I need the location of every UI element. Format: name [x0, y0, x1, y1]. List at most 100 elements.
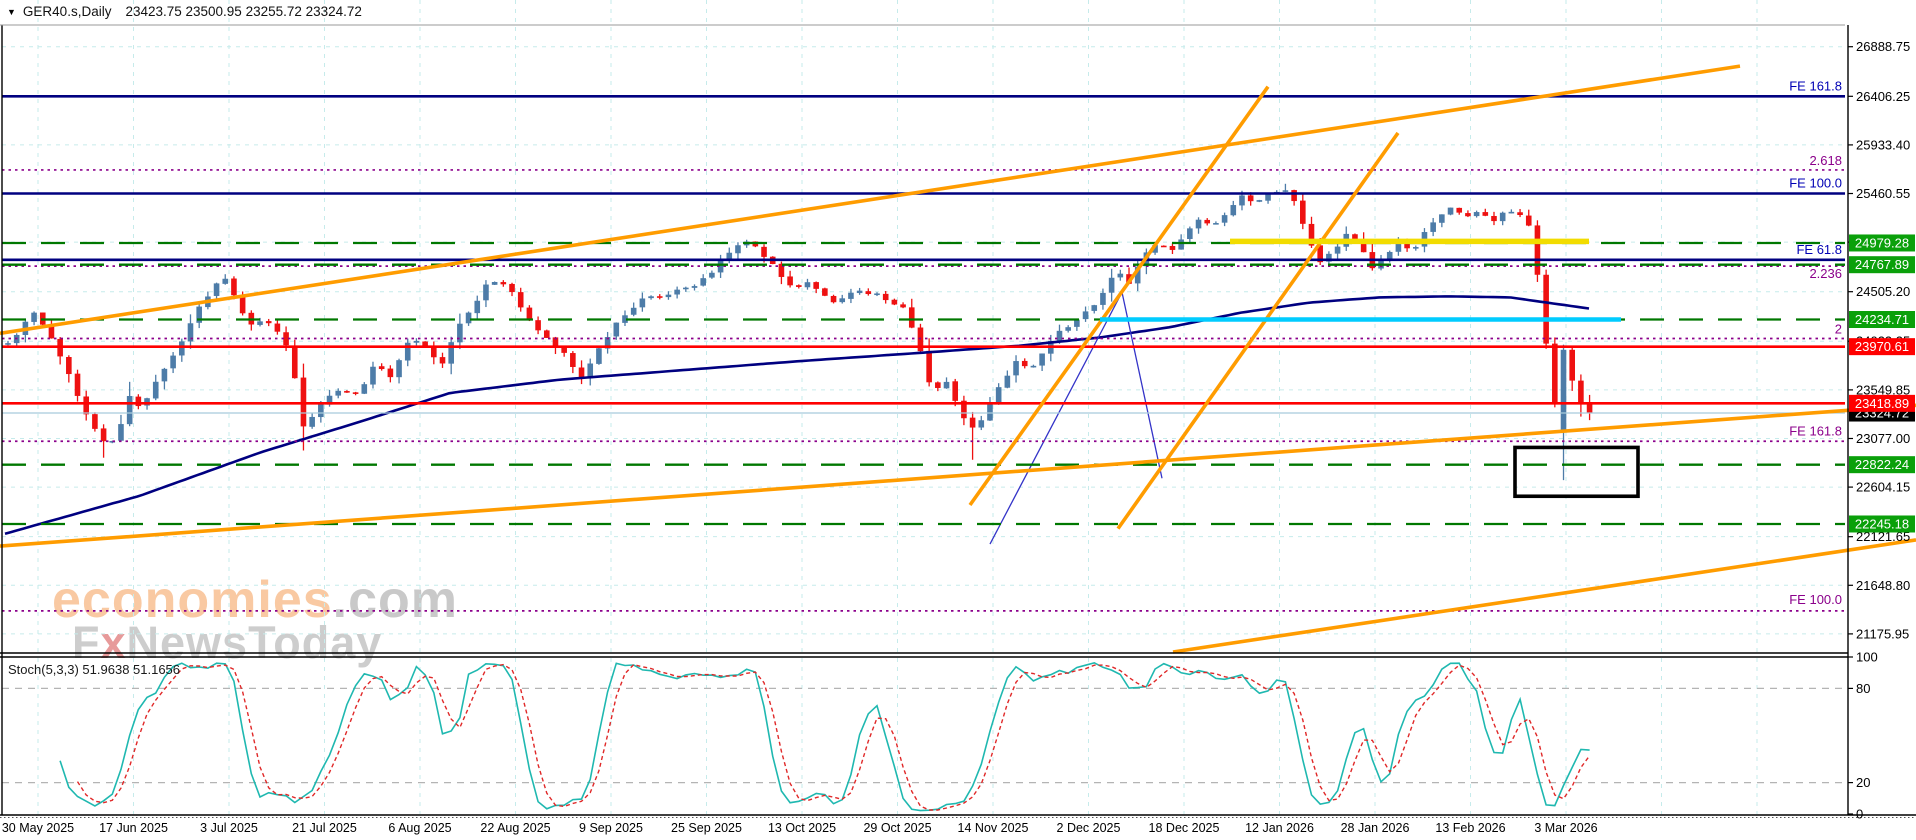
candle-bullish: [1430, 222, 1436, 232]
candle-bullish: [152, 381, 159, 399]
candle-bullish: [726, 252, 733, 261]
price-tick-label: 26888.75: [1856, 39, 1910, 54]
candle-bearish: [283, 332, 289, 346]
date-label: 3 Jul 2025: [200, 821, 258, 835]
candle-bullish: [943, 381, 950, 389]
candle-bearish: [822, 288, 828, 296]
date-axis: 30 May 2025 17 Jun 2025 3 Jul 2025 21 Jul 2…: [2, 821, 1598, 835]
candle-bearish: [1517, 212, 1523, 216]
candle-bullish: [639, 298, 646, 308]
candle-bearish: [48, 325, 55, 339]
ohlc-values: 23423.75 23500.95 23255.72 23324.72: [125, 4, 362, 19]
price-badge-label: 22245.18: [1855, 516, 1909, 531]
candle-bullish: [1239, 195, 1245, 206]
candle-bearish: [378, 366, 385, 370]
candle-bullish: [465, 312, 472, 324]
candle-bearish: [795, 285, 802, 287]
candle-bullish: [187, 323, 194, 342]
candle-bearish: [431, 346, 437, 358]
gridlines: [2, 0, 1845, 814]
candle-bullish: [361, 384, 368, 394]
candle-bullish: [1030, 365, 1037, 368]
price-badge-label: 24979.28: [1855, 235, 1909, 250]
symbol-dropdown-icon[interactable]: ▼: [7, 6, 16, 17]
chart-title-bar: ▼ GER40.s,Daily 23423.75 23500.95 23255.…: [7, 4, 362, 19]
candle-bullish: [1013, 361, 1019, 376]
candle-bearish: [274, 323, 281, 332]
candle-bullish: [109, 440, 116, 443]
candle-bearish: [517, 292, 524, 308]
candle-bullish: [1039, 353, 1045, 366]
candle-bullish: [257, 321, 263, 325]
date-label: 2 Dec 2025: [1057, 821, 1121, 835]
candle-bearish: [1482, 212, 1489, 216]
candle-bullish: [448, 342, 454, 364]
candle-bearish: [578, 367, 585, 379]
candle-bearish: [74, 373, 81, 396]
date-label: 22 Aug 2025: [480, 821, 550, 835]
candle-bearish: [656, 296, 663, 298]
candle-bearish: [961, 400, 967, 419]
candle-bullish: [144, 398, 150, 406]
candle-bullish: [457, 323, 463, 343]
candle-bullish: [413, 340, 420, 343]
candle-bullish: [856, 290, 863, 294]
candle-bullish: [1447, 207, 1454, 215]
candle-bearish: [1204, 219, 1211, 224]
candle-bullish: [1221, 215, 1228, 223]
candle-bearish: [1300, 200, 1306, 224]
candle-bearish: [92, 414, 98, 429]
target-rectangle[interactable]: [1513, 445, 1640, 499]
candle-bullish: [118, 424, 124, 441]
fib-label: FE 161.8: [1789, 423, 1842, 438]
highlight-segments[interactable]: [1100, 238, 1621, 322]
candle-bullish: [1065, 327, 1071, 331]
candle-bullish: [309, 416, 315, 427]
candle-bullish: [474, 300, 481, 314]
symbol-period-label: GER40.s,Daily: [22, 4, 112, 19]
candle-bearish: [1160, 245, 1167, 248]
date-label: 17 Jun 2025: [99, 821, 168, 835]
price-tick-label: 21648.80: [1856, 578, 1910, 593]
candle-bullish: [1108, 277, 1115, 293]
candle-bullish: [491, 281, 498, 285]
price-badges: 23324.7224979.2824767.8924234.7122822.24…: [1849, 234, 1915, 533]
fib-label: 2: [1835, 321, 1842, 336]
candle-bearish: [935, 382, 941, 388]
candle-bullish: [978, 420, 985, 428]
candle-bearish: [1525, 215, 1532, 226]
candle-bullish: [622, 315, 628, 323]
candle-bullish: [709, 272, 715, 278]
date-label: 25 Sep 2025: [671, 821, 742, 835]
candle-bearish: [891, 299, 898, 305]
price-tick-label: 25460.55: [1856, 186, 1910, 201]
candle-bullish: [126, 396, 133, 425]
trendlines[interactable]: [0, 64, 1916, 654]
candle-bearish: [1021, 360, 1028, 367]
candle-bullish: [1074, 319, 1080, 327]
price-tick-label: 22604.15: [1856, 480, 1910, 495]
candle-bearish: [500, 282, 507, 285]
candle-bullish: [735, 245, 741, 254]
date-label: 13 Oct 2025: [768, 821, 836, 835]
horizontal-level-lines[interactable]: [2, 95, 1845, 612]
price-badge: [1849, 394, 1915, 412]
candle-bullish: [326, 395, 333, 405]
candle-bullish: [1178, 239, 1184, 250]
date-label: 6 Aug 2025: [388, 821, 451, 835]
candle-bullish: [604, 337, 611, 349]
price-badge-label: 23418.89: [1855, 396, 1909, 411]
candle-bullish: [1152, 245, 1158, 253]
candle-bearish: [1569, 349, 1575, 381]
candle-bullish: [691, 286, 698, 288]
candle-bullish: [1195, 219, 1202, 229]
impulse-annotation-lines[interactable]: [989, 290, 1163, 545]
candle-bearish: [969, 417, 976, 428]
price-badge-label: 23970.61: [1855, 339, 1909, 354]
candle-bearish: [830, 295, 837, 303]
candle-bullish: [587, 363, 594, 379]
stoch-tick-label: 20: [1856, 775, 1870, 790]
candle-bearish: [300, 377, 307, 427]
candle-bearish: [1308, 223, 1315, 246]
